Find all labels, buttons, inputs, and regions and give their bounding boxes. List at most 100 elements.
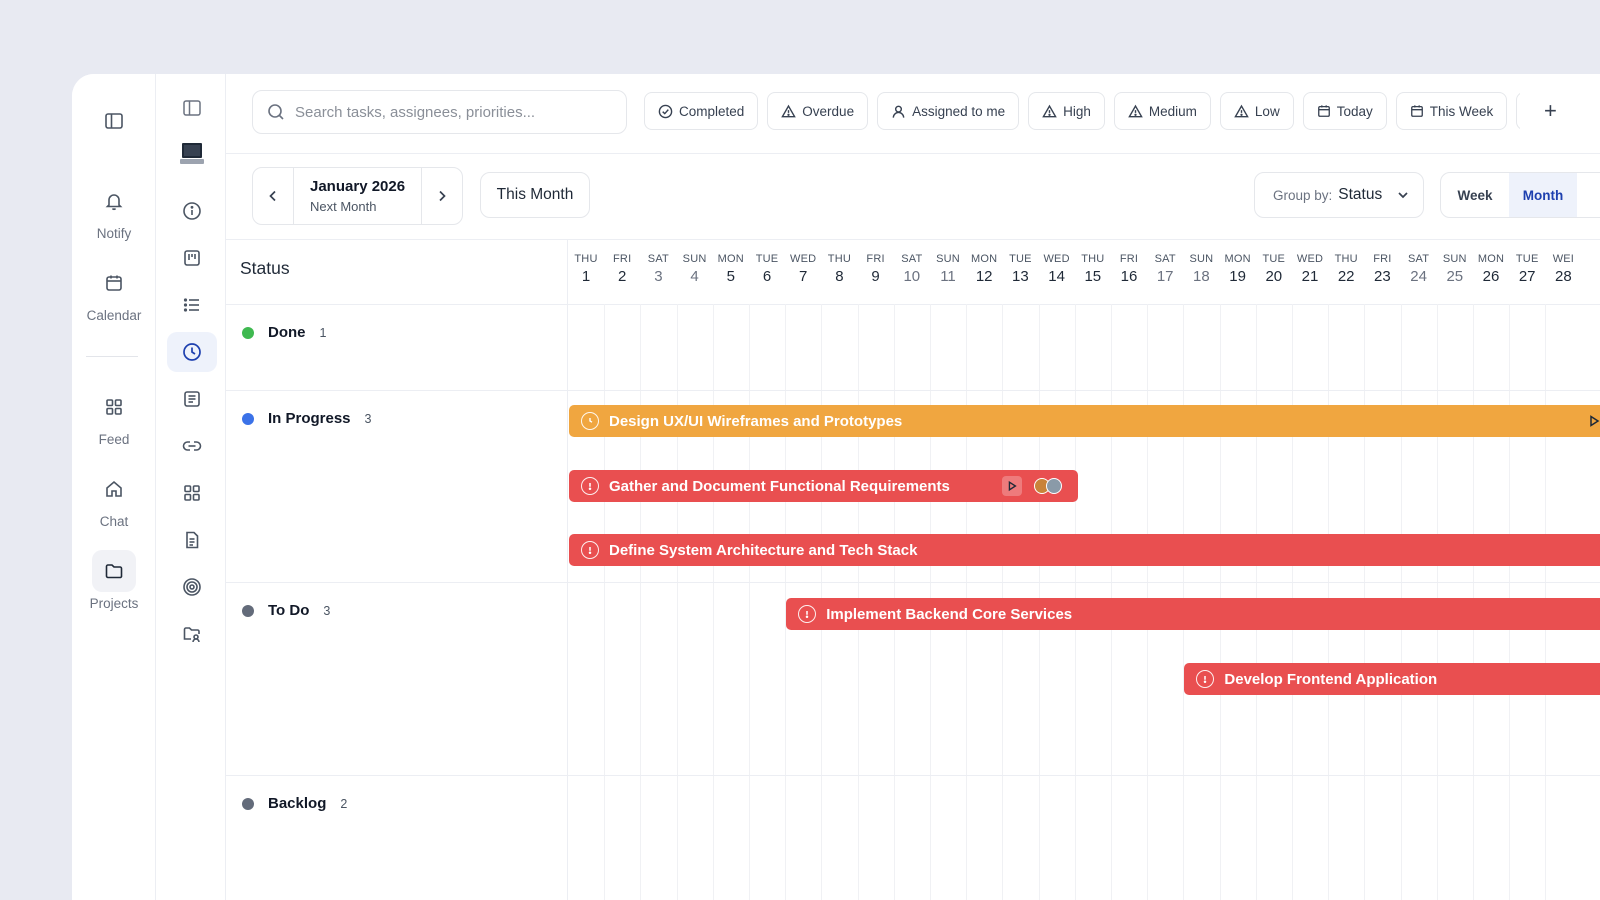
status-group-backlog[interactable]: Backlog 2 xyxy=(242,795,347,812)
notes-button[interactable] xyxy=(167,379,217,419)
status-group-in-progress[interactable]: In Progress 3 xyxy=(242,410,371,427)
next-month-button[interactable] xyxy=(422,168,462,224)
status-dot xyxy=(242,326,254,339)
status-column-header: Status xyxy=(240,258,290,278)
this-month-button[interactable]: This Month xyxy=(480,172,590,218)
target-icon xyxy=(183,578,201,596)
group-count: 1 xyxy=(319,325,327,340)
day-name: WEI xyxy=(1552,253,1575,265)
filter-chip-label: High xyxy=(1063,103,1091,119)
rail-item-projects[interactable]: Projects xyxy=(72,550,156,611)
day-name: FRI xyxy=(1119,253,1139,265)
day-gridline xyxy=(676,304,678,900)
filter-chip-completed[interactable]: Completed xyxy=(644,92,759,130)
add-filter-button[interactable]: + xyxy=(1544,98,1557,123)
status-group-done[interactable]: Done 1 xyxy=(242,324,326,341)
day-header: FRI 16 xyxy=(1111,253,1147,285)
links-button[interactable] xyxy=(167,426,217,466)
info-button[interactable] xyxy=(167,191,217,231)
task-bar[interactable]: Define System Architecture and Tech Stac… xyxy=(569,534,1600,566)
rail-item-feed[interactable]: Feed xyxy=(72,386,156,447)
calendar-icon xyxy=(1410,104,1424,118)
rail-item-label: Calendar xyxy=(86,308,142,323)
alert-icon xyxy=(581,477,599,495)
search-box[interactable] xyxy=(252,90,627,134)
group-name: In Progress xyxy=(268,410,351,427)
notes-icon xyxy=(184,391,200,407)
filter-chip-overdue[interactable]: Overdue xyxy=(767,92,869,130)
day-name: MON xyxy=(1477,253,1505,265)
avatar[interactable] xyxy=(1045,478,1062,494)
view-month-button[interactable]: Month xyxy=(1509,173,1577,217)
timeline-button[interactable] xyxy=(167,332,217,372)
task-title: Define System Architecture and Tech Stac… xyxy=(609,541,918,559)
prev-month-button[interactable] xyxy=(253,168,293,224)
apps-button[interactable] xyxy=(167,473,217,513)
document-icon xyxy=(186,531,199,549)
day-header: SUN 25 xyxy=(1437,253,1473,285)
day-number: 12 xyxy=(975,268,993,285)
panel-toggle-icon xyxy=(183,100,201,116)
day-header: WEI 28 xyxy=(1545,253,1581,285)
day-name: SUN xyxy=(1189,253,1214,265)
list-button[interactable] xyxy=(167,285,217,325)
project-thumbnail[interactable] xyxy=(167,134,217,174)
filter-chip-medium[interactable]: Medium xyxy=(1113,92,1211,130)
task-bar[interactable]: Develop Frontend Application xyxy=(1184,663,1600,695)
rail-item-calendar[interactable]: Calendar xyxy=(72,262,156,323)
shared-folder-button[interactable] xyxy=(167,614,217,654)
day-name: FRI xyxy=(1373,253,1392,265)
day-number: 25 xyxy=(1446,268,1464,285)
day-name: SUN xyxy=(936,253,960,265)
day-gridline xyxy=(712,304,714,900)
documents-button[interactable] xyxy=(167,520,217,560)
board-button[interactable] xyxy=(167,238,217,278)
day-header: SUN 18 xyxy=(1183,253,1219,285)
filter-chip-today[interactable]: Today xyxy=(1302,92,1387,130)
header-divider xyxy=(226,304,1600,305)
panel-toggle-button[interactable] xyxy=(167,88,217,128)
day-name: WED xyxy=(1296,253,1324,265)
user-icon xyxy=(891,104,906,119)
filter-chip-high[interactable]: High xyxy=(1028,92,1105,130)
task-bar[interactable]: Gather and Document Functional Requireme… xyxy=(569,470,1078,502)
day-header: TUE 27 xyxy=(1509,253,1545,285)
status-group-to-do[interactable]: To Do 3 xyxy=(242,602,330,619)
goals-button[interactable] xyxy=(167,567,217,607)
chevron-right-icon xyxy=(439,190,446,202)
day-number: 28 xyxy=(1555,268,1572,285)
view-toggle: Week Month xyxy=(1440,172,1600,218)
task-title: Develop Frontend Application xyxy=(1224,670,1438,688)
view-week-button[interactable]: Week xyxy=(1457,187,1493,203)
day-name: TUE xyxy=(1262,253,1286,265)
day-header: WED 21 xyxy=(1292,253,1328,285)
group-by-select[interactable]: Group by: Status xyxy=(1254,172,1424,218)
task-bar[interactable]: Design UX/UI Wireframes and Prototypes xyxy=(569,405,1600,437)
day-header: WED 7 xyxy=(785,253,821,285)
day-header: TUE 20 xyxy=(1256,253,1292,285)
filter-chip-assigned-to-me[interactable]: Assigned to me xyxy=(877,92,1020,130)
day-name: TUE xyxy=(1009,253,1032,265)
filter-chip-this-m[interactable]: This M xyxy=(1516,92,1520,130)
sidebar-toggle-button[interactable] xyxy=(72,100,156,142)
rail-item-chat[interactable]: Chat xyxy=(72,468,156,529)
warning-icon xyxy=(1128,104,1143,119)
filter-chip-low[interactable]: Low xyxy=(1219,92,1294,130)
search-input[interactable] xyxy=(295,103,615,121)
status-dot xyxy=(242,797,254,810)
task-bar[interactable]: Implement Backend Core Services xyxy=(786,598,1600,630)
expand-icon[interactable] xyxy=(1001,476,1022,496)
alert-icon xyxy=(1196,670,1215,688)
day-header: SUN 11 xyxy=(930,253,966,285)
day-name: TUE xyxy=(1515,253,1539,265)
alert-icon xyxy=(798,605,817,623)
day-name: THU xyxy=(574,253,598,265)
expand-icon[interactable] xyxy=(1584,411,1600,431)
rail-item-notify[interactable]: Notify xyxy=(72,180,156,241)
month-label[interactable]: January 2026 Next Month xyxy=(293,168,422,224)
gantt-grid: Status THU 1 FRI 2 SAT 3 SUN 4 MON 5 TUE 6 WED 7 THU 8 F… xyxy=(226,240,1600,900)
filter-chip-this-week[interactable]: This Week xyxy=(1395,92,1508,130)
filter-chip-label: Overdue xyxy=(802,103,855,119)
home-icon xyxy=(92,468,136,510)
day-gridline xyxy=(604,304,606,900)
